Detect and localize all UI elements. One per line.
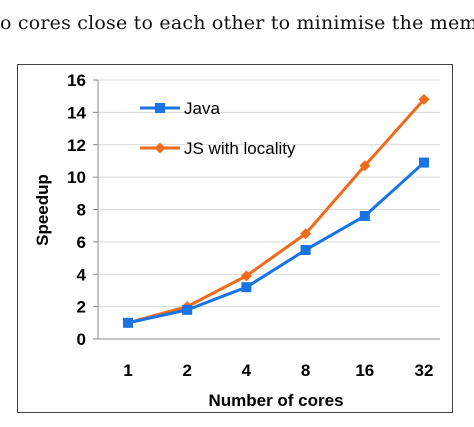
legend-entry: JS with locality (140, 139, 296, 158)
series-js-with-locality (122, 93, 430, 329)
series-line (127, 98, 426, 325)
axes (93, 79, 440, 340)
x-tick-label: 8 (301, 361, 310, 380)
legend-label: Java (184, 99, 220, 118)
y-tick-labels: 0 2 4 6 8 10 12 14 16 (67, 71, 86, 349)
y-tick-label: 0 (77, 330, 86, 349)
x-tick-label: 4 (242, 361, 252, 380)
y-tick-label: 8 (77, 201, 86, 220)
data-series (122, 93, 430, 329)
legend-marker (154, 142, 166, 154)
y-tick-label: 4 (77, 265, 87, 284)
data-point (300, 228, 312, 240)
y-tick-label: 16 (67, 71, 86, 90)
data-point (418, 93, 430, 105)
caption-text: o cores close to each other to minimise … (0, 12, 474, 34)
y-tick-label: 6 (77, 233, 86, 252)
data-point (359, 210, 370, 221)
data-point (241, 282, 252, 293)
data-point (419, 157, 429, 168)
x-tick-label: 32 (415, 361, 434, 380)
legend-label: JS with locality (184, 139, 296, 158)
data-point (300, 244, 311, 255)
y-tick-label: 14 (67, 103, 86, 122)
x-axis-label: Number of cores (208, 391, 343, 410)
legend-entry: Java (140, 99, 220, 118)
x-tick-label: 2 (182, 361, 191, 380)
x-tick-labels: 1 2 4 8 16 32 (123, 361, 433, 380)
series-java (123, 157, 429, 328)
y-tick-label: 2 (77, 298, 86, 317)
data-point (123, 317, 133, 328)
y-axis-label: Speedup (33, 174, 52, 246)
x-tick-label: 1 (123, 361, 132, 380)
series-line (127, 161, 426, 325)
y-tick-label: 10 (67, 168, 86, 187)
data-point (240, 270, 252, 282)
legend-marker (155, 103, 165, 113)
legend: Java JS with locality (140, 99, 296, 158)
data-point (359, 160, 371, 172)
data-point (182, 304, 193, 315)
x-tick-label: 16 (355, 361, 374, 380)
y-tick-label: 12 (67, 136, 86, 155)
chart-frame (17, 64, 453, 413)
